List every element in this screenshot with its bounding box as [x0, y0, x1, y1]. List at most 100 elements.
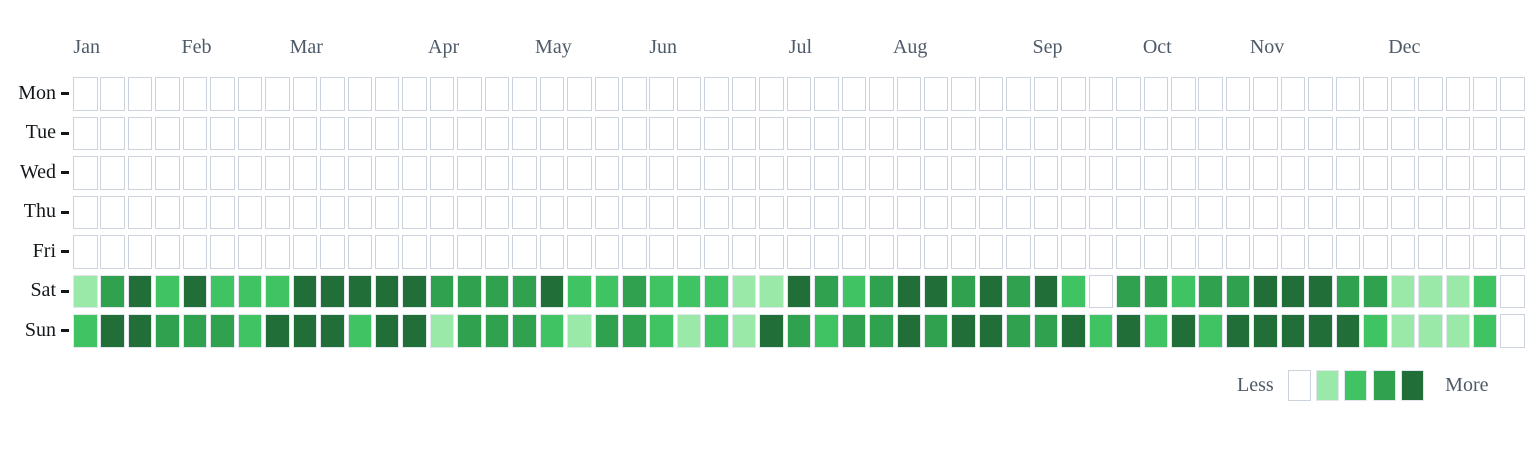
axis-tick [61, 289, 69, 293]
heatmap-cell [594, 195, 620, 229]
heatmap-cell [594, 77, 620, 111]
heatmap-cell [210, 77, 235, 111]
heatmap-cell [676, 116, 702, 150]
heatmap-cell [1225, 195, 1251, 229]
heatmap-cell [923, 77, 949, 111]
heatmap-cell [1061, 156, 1086, 190]
heatmap-cell [1418, 235, 1443, 269]
heatmap-cell [374, 274, 400, 308]
heatmap-cell [402, 195, 427, 229]
heatmap-cell [1033, 274, 1059, 308]
heatmap-cell [73, 77, 98, 111]
heatmap-cell [1390, 274, 1416, 308]
heatmap-cell [1171, 77, 1196, 111]
heatmap-cell [1061, 77, 1086, 111]
heatmap-cell [1143, 235, 1169, 269]
heatmap-cell [457, 274, 482, 308]
heatmap-cell [1253, 77, 1278, 111]
heatmap-cell [1335, 235, 1361, 269]
heatmap-cell [567, 314, 592, 348]
heatmap-cell [127, 156, 153, 190]
heatmap-cell [155, 77, 180, 111]
heatmap-cell [402, 77, 427, 111]
heatmap-cell [649, 235, 674, 269]
heatmap-cell [786, 235, 812, 269]
heatmap-cell [1006, 116, 1031, 150]
heatmap-cell [237, 77, 263, 111]
heatmap-cell [457, 195, 482, 229]
heatmap-cell [1472, 156, 1498, 190]
heatmap-cell [1363, 156, 1388, 190]
legend-more-label: More [1445, 374, 1489, 396]
heatmap-cell [1143, 314, 1169, 348]
heatmap-cell [841, 274, 867, 308]
heatmap-cell [814, 156, 839, 190]
heatmap-cell [210, 156, 235, 190]
heatmap-cell [265, 77, 290, 111]
heatmap-cell [429, 156, 455, 190]
heatmap-cell [896, 156, 921, 190]
heatmap-cell [347, 77, 372, 111]
heatmap-cell [539, 235, 565, 269]
heatmap-cell [237, 235, 263, 269]
heatmap-cell [622, 77, 647, 111]
heatmap-cell [402, 116, 427, 150]
heatmap-cell [1280, 77, 1306, 111]
heatmap-cell [1280, 195, 1306, 229]
heatmap-cell [731, 116, 757, 150]
heatmap-cell [1006, 235, 1031, 269]
heatmap-cell [457, 314, 482, 348]
heatmap-cell [841, 116, 867, 150]
heatmap-cell [978, 235, 1004, 269]
heatmap-cell [1116, 195, 1141, 229]
heatmap-cell [676, 274, 702, 308]
heatmap-cell [155, 156, 180, 190]
heatmap-cell [649, 116, 674, 150]
heatmap-cell [896, 116, 921, 150]
month-label: Mar [289, 36, 323, 58]
heatmap-cell [1253, 274, 1278, 308]
heatmap-cell [923, 195, 949, 229]
legend-swatches [1287, 370, 1429, 401]
heatmap-cell [1280, 274, 1306, 308]
month-label: Nov [1249, 36, 1285, 58]
heatmap-cell [292, 195, 318, 229]
heatmap-cell [182, 235, 208, 269]
heatmap-cell [1088, 314, 1114, 348]
heatmap-cell [347, 235, 372, 269]
heatmap-cell [320, 116, 345, 150]
heatmap-cell [100, 116, 125, 150]
heatmap-cell [1335, 274, 1361, 308]
heatmap-cell [1198, 116, 1223, 150]
heatmap-cell [1418, 77, 1443, 111]
heatmap-cell [786, 77, 812, 111]
heatmap-cell [951, 77, 976, 111]
heatmap-cell [155, 274, 180, 308]
heatmap-cell [1171, 274, 1196, 308]
heatmap-cell [1308, 77, 1333, 111]
heatmap-cell [320, 314, 345, 348]
heatmap-cell [896, 274, 921, 308]
heatmap-cell [1418, 274, 1443, 308]
heatmap-cell [1500, 156, 1525, 190]
heatmap-cell [676, 235, 702, 269]
axis-tick [61, 171, 69, 175]
heatmap-cell [1418, 195, 1443, 229]
heatmap-cell [759, 195, 784, 229]
heatmap-cell [567, 195, 592, 229]
heatmap-cell [1308, 314, 1333, 348]
heatmap-cell [402, 235, 427, 269]
heatmap-cell [1198, 195, 1223, 229]
heatmap-cell [594, 235, 620, 269]
heatmap-cell [1335, 77, 1361, 111]
heatmap-cell [127, 116, 153, 150]
heatmap-cell [704, 314, 729, 348]
day-label: Sun [24, 318, 56, 341]
heatmap-cell [1198, 156, 1223, 190]
heatmap-cell [1308, 156, 1333, 190]
heatmap-cell [1171, 314, 1196, 348]
heatmap-cell [1363, 314, 1388, 348]
heatmap-cell [594, 314, 620, 348]
heatmap-cell [1171, 116, 1196, 150]
